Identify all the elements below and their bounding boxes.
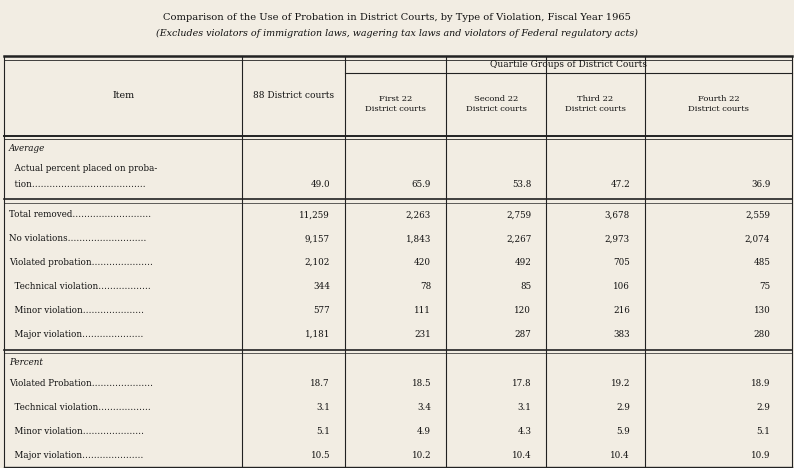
Text: 18.7: 18.7 (310, 379, 330, 388)
Text: 85: 85 (520, 282, 531, 291)
Text: 18.9: 18.9 (751, 379, 770, 388)
Text: Minor violation…………………: Minor violation………………… (9, 306, 144, 315)
Text: 492: 492 (515, 258, 531, 267)
Text: 53.8: 53.8 (512, 181, 531, 190)
Text: 577: 577 (313, 306, 330, 315)
Text: 3.1: 3.1 (316, 403, 330, 412)
Text: 10.4: 10.4 (611, 451, 630, 460)
Text: (Excludes violators of immigration laws, wagering tax laws and violators of Fede: (Excludes violators of immigration laws,… (156, 29, 638, 38)
Text: 2,102: 2,102 (305, 258, 330, 267)
Text: Third 22
District courts: Third 22 District courts (565, 95, 626, 113)
Text: 383: 383 (613, 330, 630, 339)
Text: Total removed………………………: Total removed……………………… (9, 210, 151, 219)
Text: First 22
District courts: First 22 District courts (365, 95, 426, 113)
Text: Violated Probation…………………: Violated Probation………………… (9, 379, 152, 388)
Text: 2,759: 2,759 (506, 210, 531, 219)
Text: 36.9: 36.9 (751, 181, 770, 190)
Text: 49.0: 49.0 (310, 181, 330, 190)
Text: 3,678: 3,678 (605, 210, 630, 219)
Text: Major violation…………………: Major violation………………… (9, 451, 143, 460)
Text: 231: 231 (414, 330, 431, 339)
Text: 2.9: 2.9 (757, 403, 770, 412)
Text: 11,259: 11,259 (299, 210, 330, 219)
Text: 4.9: 4.9 (417, 427, 431, 436)
Text: 3.4: 3.4 (417, 403, 431, 412)
Text: 2,559: 2,559 (746, 210, 770, 219)
Text: 17.8: 17.8 (511, 379, 531, 388)
Text: 65.9: 65.9 (412, 181, 431, 190)
Text: Actual percent placed on proba-: Actual percent placed on proba- (9, 164, 157, 173)
Text: Technical violation………………: Technical violation……………… (9, 282, 151, 291)
Text: 19.2: 19.2 (611, 379, 630, 388)
Text: 344: 344 (313, 282, 330, 291)
Text: tion…………………………………: tion………………………………… (9, 181, 145, 190)
Text: Minor violation…………………: Minor violation………………… (9, 427, 144, 436)
Text: No violations………………………: No violations……………………… (9, 234, 146, 243)
Text: Percent: Percent (9, 358, 43, 367)
Text: Major violation…………………: Major violation………………… (9, 330, 143, 339)
Text: 485: 485 (754, 258, 770, 267)
Text: 9,157: 9,157 (305, 234, 330, 243)
Text: 88 District courts: 88 District courts (253, 91, 334, 101)
Text: Average: Average (9, 144, 45, 153)
Text: 1,181: 1,181 (305, 330, 330, 339)
Text: 10.5: 10.5 (310, 451, 330, 460)
Text: 216: 216 (613, 306, 630, 315)
Text: 5.1: 5.1 (316, 427, 330, 436)
Text: Item: Item (112, 91, 134, 101)
Text: 10.2: 10.2 (411, 451, 431, 460)
Text: 2,074: 2,074 (745, 234, 770, 243)
Text: 2.9: 2.9 (616, 403, 630, 412)
Text: 280: 280 (754, 330, 770, 339)
Text: 2,267: 2,267 (506, 234, 531, 243)
Text: 10.9: 10.9 (751, 451, 770, 460)
Text: Quartile Groups of District Courts: Quartile Groups of District Courts (491, 60, 647, 69)
Text: Fourth 22
District courts: Fourth 22 District courts (688, 95, 749, 113)
Text: 130: 130 (754, 306, 770, 315)
Text: 106: 106 (613, 282, 630, 291)
Text: 4.3: 4.3 (517, 427, 531, 436)
Text: 5.9: 5.9 (616, 427, 630, 436)
Text: 1,843: 1,843 (406, 234, 431, 243)
Text: 705: 705 (613, 258, 630, 267)
Text: Comparison of the Use of Probation in District Courts, by Type of Violation, Fis: Comparison of the Use of Probation in Di… (163, 13, 631, 22)
Text: 18.5: 18.5 (411, 379, 431, 388)
Text: 75: 75 (759, 282, 770, 291)
Text: 47.2: 47.2 (611, 181, 630, 190)
Text: 420: 420 (414, 258, 431, 267)
Text: 3.1: 3.1 (518, 403, 531, 412)
Text: 2,263: 2,263 (406, 210, 431, 219)
Text: Technical violation………………: Technical violation……………… (9, 403, 151, 412)
Text: 78: 78 (420, 282, 431, 291)
Text: 2,973: 2,973 (605, 234, 630, 243)
Text: 111: 111 (414, 306, 431, 315)
Text: 10.4: 10.4 (511, 451, 531, 460)
Text: Violated probation…………………: Violated probation………………… (9, 258, 152, 267)
Text: 5.1: 5.1 (757, 427, 770, 436)
Text: Second 22
District courts: Second 22 District courts (466, 95, 526, 113)
Text: 287: 287 (515, 330, 531, 339)
Text: 120: 120 (515, 306, 531, 315)
